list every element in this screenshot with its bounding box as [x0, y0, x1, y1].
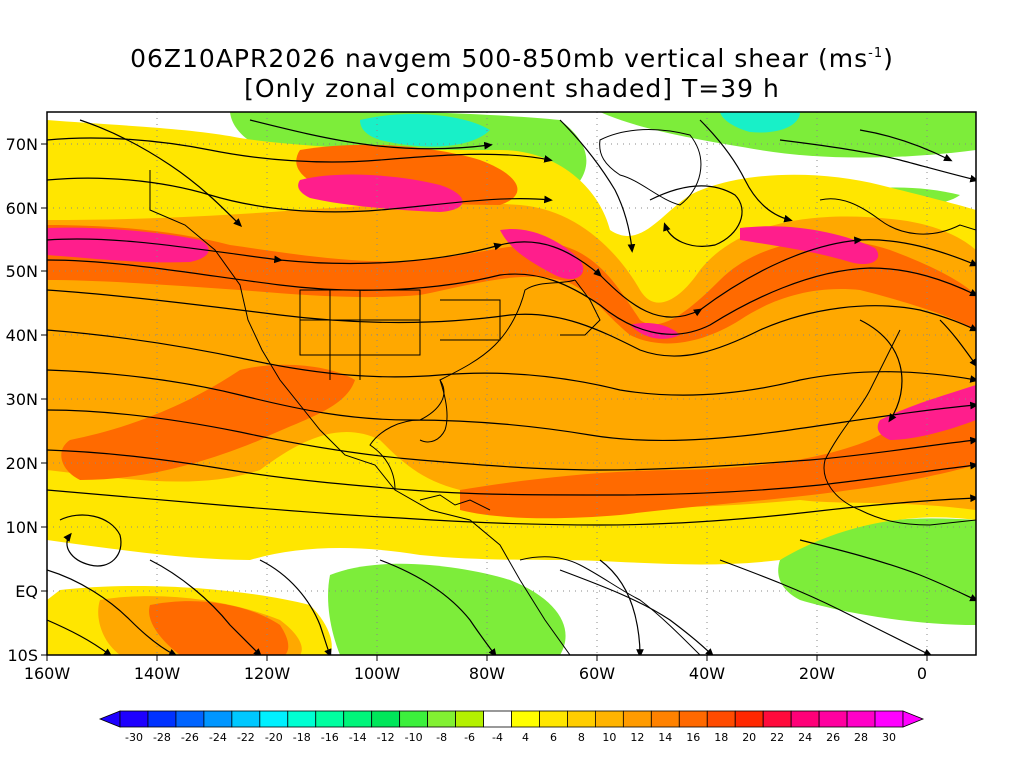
colorbar-label: -8 [436, 731, 447, 744]
map-plot-area [47, 112, 976, 655]
lat-label: 50N [6, 262, 38, 281]
lat-label: 30N [6, 390, 38, 409]
colorbar-label: -6 [464, 731, 475, 744]
colorbar-swatch [678, 710, 708, 728]
colorbar-label: -24 [209, 731, 227, 744]
colorbar-swatch [846, 710, 876, 728]
colorbar-label: 4 [522, 731, 529, 744]
lat-label: 40N [6, 326, 38, 345]
colorbar-swatch [594, 710, 624, 728]
colorbar-swatch [343, 710, 373, 728]
colorbar-swatch [567, 710, 596, 728]
map-title-line2: [Only zonal component shaded] T=39 h [244, 74, 780, 103]
colorbar-swatch [511, 710, 540, 728]
colorbar-label: -12 [377, 731, 395, 744]
colorbar-swatch [371, 710, 401, 728]
colorbar-label: 8 [578, 731, 585, 744]
colorbar-swatch [147, 710, 177, 728]
lon-label: 140W [134, 664, 181, 683]
colorbar-label: -16 [321, 731, 339, 744]
colorbar-label: -26 [181, 731, 199, 744]
lon-label: 100W [354, 664, 401, 683]
map-frame [46, 111, 977, 656]
map-title-line1: 06Z10APR2026 navgem 500-850mb vertical s… [0, 44, 1024, 73]
colorbar-swatch [734, 710, 764, 728]
colorbar-swatch [119, 710, 149, 728]
colorbar-swatch [483, 710, 512, 728]
lon-label: 0 [917, 664, 927, 683]
colorbar-label: -14 [349, 731, 367, 744]
colorbar-label: 20 [742, 731, 756, 744]
colorbar-label: 6 [550, 731, 557, 744]
colorbar-label: -18 [293, 731, 311, 744]
colorbar-label: 24 [798, 731, 812, 744]
title-prefix: 06Z10APR2026 navgem 500-850mb vertical s… [130, 44, 869, 73]
colorbar-label: 26 [826, 731, 840, 744]
colorbar-label: -30 [125, 731, 143, 744]
lat-label: EQ [15, 582, 38, 601]
colorbar-swatch [818, 710, 848, 728]
colorbar-swatch [762, 710, 792, 728]
colorbar-label: 28 [854, 731, 868, 744]
colorbar-swatch [874, 710, 904, 728]
colorbar-swatch [427, 710, 456, 728]
title-suffix: ) [883, 44, 894, 73]
lon-label: 160W [24, 664, 71, 683]
tick-marks [41, 143, 928, 661]
streamlines [47, 119, 976, 655]
lat-label: 10S [7, 646, 38, 665]
colorbar-swatch [259, 710, 289, 728]
lon-label: 120W [244, 664, 291, 683]
colorbar-swatch [315, 710, 345, 728]
colorbar-swatch [790, 710, 820, 728]
lon-label: 40W [689, 664, 725, 683]
colorbar-swatch [706, 710, 736, 728]
colorbar-label: -10 [405, 731, 423, 744]
lon-label: 80W [469, 664, 505, 683]
lon-label: 60W [579, 664, 615, 683]
colorbar-swatch [287, 710, 317, 728]
colorbar-swatch [622, 710, 652, 728]
lat-label: 20N [6, 454, 38, 473]
latitude-labels: 70N 60N 50N 40N 30N 20N 10N EQ 10S [6, 135, 38, 665]
colorbar-label: -20 [265, 731, 283, 744]
colorbar-swatch [455, 710, 484, 728]
colorbar-label: 16 [686, 731, 700, 744]
lon-label: 20W [799, 664, 835, 683]
colorbar-label: 12 [630, 731, 644, 744]
strong-negative-shear-regions [360, 112, 800, 147]
colorbar-swatch [539, 710, 568, 728]
lat-label: 10N [6, 518, 38, 537]
colorbar-swatch [203, 710, 233, 728]
colorbar-label: -28 [153, 731, 171, 744]
lat-label: 70N [6, 135, 38, 154]
colorbar-min-arrow [98, 710, 121, 728]
colorbar-swatch [231, 710, 261, 728]
colorbar-label: 14 [658, 731, 672, 744]
colorbar-label: 10 [602, 731, 616, 744]
colorbar-swatch [650, 710, 680, 728]
lat-label: 60N [6, 199, 38, 218]
title-unit-superscript: -1 [868, 46, 884, 61]
colorbar-label: 22 [770, 731, 784, 744]
colorbar-label: -22 [237, 731, 255, 744]
colorbar-label: -4 [492, 731, 503, 744]
colorbar-label: 18 [714, 731, 728, 744]
colorbar: -30 -28 -26 -24 -22 -20 -18 -16 -14 -12 -10 -8 -6 -4 4… [98, 710, 925, 744]
longitude-labels: 160W 140W 120W 100W 80W 60W 40W 20W 0 [24, 664, 927, 683]
colorbar-swatch [175, 710, 205, 728]
colorbar-label: 30 [882, 731, 896, 744]
colorbar-swatch [399, 710, 429, 728]
colorbar-max-arrow [902, 710, 925, 728]
